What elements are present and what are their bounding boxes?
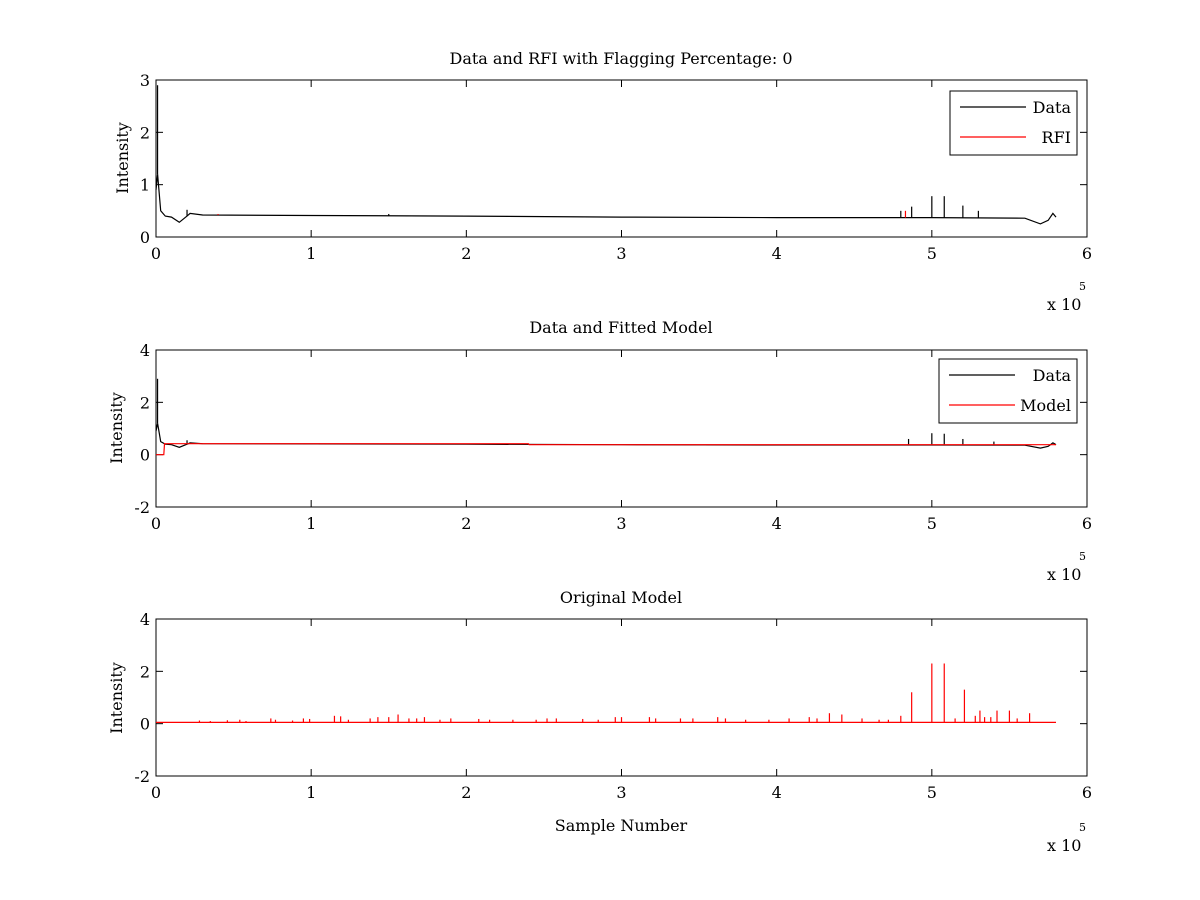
x-tick-label: 4 — [772, 783, 782, 802]
x-axis-multiplier: x 10 — [1047, 836, 1081, 855]
legend: Data Model — [938, 358, 1078, 424]
legend: Data RFI — [949, 90, 1078, 156]
legend-box — [938, 358, 1078, 424]
legend-box — [949, 90, 1078, 156]
x-tick-label: 0 — [151, 783, 161, 802]
x-tick-label: 4 — [772, 514, 782, 533]
panel-data-model: Data and Fitted Model Intensity 0 1 2 3 4 5 6 -… — [107, 318, 1092, 584]
x-tick-label: 2 — [461, 514, 471, 533]
y-tick-label: 2 — [140, 123, 150, 142]
y-tick-label: 1 — [140, 176, 150, 195]
x-axis-multiplier: x 10 — [1047, 565, 1081, 584]
x-tick-label: 1 — [306, 514, 316, 533]
legend-label: Data — [1033, 98, 1072, 117]
x-tick-label: 6 — [1082, 244, 1092, 263]
series-line — [156, 443, 1056, 456]
plot-area — [155, 618, 1088, 777]
legend-label: Data — [1033, 366, 1072, 385]
y-tick-label: 0 — [140, 715, 150, 734]
y-tick-label: 0 — [140, 446, 150, 465]
plot-area — [155, 79, 1088, 238]
axes-box — [155, 79, 1088, 238]
x-tick-label: 3 — [616, 514, 626, 533]
x-tick-label: 0 — [151, 514, 161, 533]
tick-labels: 0 1 2 3 4 5 6 0 1 2 3 — [140, 71, 1092, 263]
x-axis-multiplier-exponent: 5 — [1079, 550, 1086, 563]
x-tick-label: 0 — [151, 244, 161, 263]
legend-label: RFI — [1042, 128, 1071, 147]
x-tick-label: 6 — [1082, 514, 1092, 533]
x-tick-label: 5 — [927, 514, 937, 533]
y-tick-label: 4 — [140, 341, 150, 360]
x-axis-multiplier: x 10 — [1047, 295, 1081, 314]
legend-label: Model — [1020, 396, 1071, 415]
x-tick-label: 3 — [616, 783, 626, 802]
panel-data-rfi: Data and RFI with Flagging Percentage: 0… — [113, 49, 1092, 314]
y-tick-label: 2 — [140, 393, 150, 412]
chart-title: Data and RFI with Flagging Percentage: 0 — [449, 49, 792, 68]
y-axis-label: Intensity — [107, 662, 126, 734]
x-tick-label: 5 — [927, 783, 937, 802]
series-data — [155, 85, 1057, 225]
series-model — [156, 443, 1056, 456]
y-tick-label: 2 — [140, 662, 150, 681]
x-tick-label: 2 — [461, 244, 471, 263]
y-tick-label: 4 — [140, 610, 150, 629]
x-tick-label: 6 — [1082, 783, 1092, 802]
y-axis-label: Intensity — [113, 122, 132, 194]
axes-box — [155, 349, 1088, 508]
x-axis-label: Sample Number — [555, 816, 688, 835]
x-tick-label: 5 — [927, 244, 937, 263]
x-tick-label: 1 — [306, 783, 316, 802]
axes-box — [155, 618, 1088, 777]
x-tick-label: 1 — [306, 244, 316, 263]
x-axis-multiplier-exponent: 5 — [1079, 821, 1086, 834]
x-tick-label: 2 — [461, 783, 471, 802]
series-model — [156, 663, 1056, 724]
series-line — [155, 174, 1057, 225]
y-axis-label: Intensity — [107, 392, 126, 464]
y-tick-label: 3 — [140, 71, 150, 90]
x-tick-label: 4 — [772, 244, 782, 263]
y-tick-label: 0 — [140, 228, 150, 247]
x-axis-multiplier-exponent: 5 — [1079, 280, 1086, 293]
series-rfi — [217, 210, 907, 218]
x-tick-label: 3 — [616, 244, 626, 263]
chart-title: Data and Fitted Model — [529, 318, 712, 337]
chart-title: Original Model — [560, 588, 682, 607]
plot-area — [155, 349, 1088, 508]
y-tick-label: -2 — [134, 767, 150, 786]
y-tick-label: -2 — [134, 498, 150, 517]
